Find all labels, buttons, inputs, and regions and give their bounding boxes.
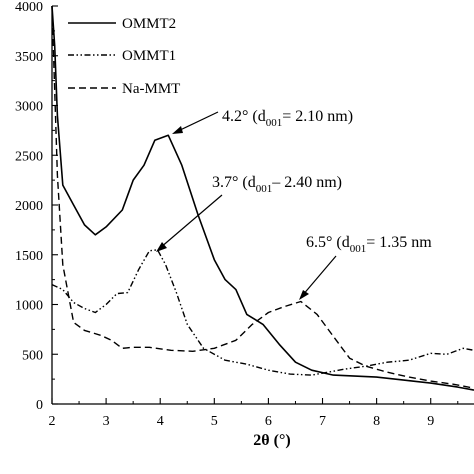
annotation-peak-ommt1: 3.7° (d001– 2.40 nm) — [212, 174, 342, 195]
annotation-peak-ommt1-sub: 001 — [256, 183, 273, 195]
annotation-peak-namt-sub: 001 — [350, 243, 367, 255]
x-tick-label: 2 — [49, 414, 56, 429]
x-tick-label: 7 — [319, 414, 326, 429]
y-tick-label: 2000 — [15, 199, 43, 214]
x-tick-label: 3 — [103, 414, 110, 429]
annotation-arrowhead-ommt2 — [172, 126, 183, 134]
legend-label-ommt2: OMMT2 — [122, 16, 176, 32]
annotation-peak-ommt2-sub: 001 — [266, 117, 283, 129]
series-line-ommt1 — [51, 249, 474, 376]
series-line-na-mmt — [51, 5, 474, 389]
x-tick-label: 9 — [427, 414, 434, 429]
y-tick-label: 3500 — [15, 50, 43, 65]
y-tick-label: 4000 — [15, 0, 43, 15]
legend-label-namt: Na-MMT — [122, 81, 180, 97]
annotations: 4.2° (d001= 2.10 nm) 3.7° (d001– 2.40 nm… — [156, 108, 432, 300]
annotation-arrow-ommt1 — [159, 194, 223, 249]
annotation-peak-ommt1-post: – 2.40 nm) — [271, 174, 342, 191]
x-tick-label: 5 — [211, 414, 218, 429]
legend-label-ommt1: OMMT1 — [122, 48, 176, 64]
x-tick-label: 8 — [373, 414, 380, 429]
annotation-arrowhead-ommt1 — [156, 242, 167, 252]
annotation-peak-ommt1-pre: 3.7° (d — [212, 174, 256, 191]
y-tick-label: 3000 — [15, 100, 43, 115]
axes: 0 500 1000 1500 2000 2500 3000 3500 4000 2 3 4 5 6 7 8 9 — [15, 0, 474, 429]
annotation-peak-ommt2-post: = 2.10 nm) — [282, 108, 353, 125]
annotation-peak-namt: 6.5° (d001= 1.35 nm — [306, 234, 432, 255]
annotation-peak-ommt2-pre: 4.2° (d — [222, 108, 266, 125]
series-layer — [51, 5, 474, 391]
legend: OMMT2 OMMT1 Na-MMT — [68, 16, 180, 97]
annotation-peak-ommt2: 4.2° (d001= 2.10 nm) — [222, 108, 353, 129]
annotation-arrowhead-namt — [299, 290, 309, 300]
series-line-ommt2 — [51, 5, 474, 391]
annotation-arrow-ommt2 — [175, 111, 219, 133]
annotation-peak-namt-pre: 6.5° (d — [306, 234, 350, 251]
annotation-arrow-namt — [301, 255, 337, 297]
y-tick-label: 2500 — [15, 149, 43, 164]
annotation-peak-namt-post: = 1.35 nm — [366, 234, 432, 251]
x-tick-label: 4 — [157, 414, 164, 429]
y-tick-label: 0 — [36, 398, 43, 413]
y-tick-label: 500 — [22, 348, 43, 363]
x-tick-label: 6 — [265, 414, 272, 429]
x-axis-label: 2θ (°) — [253, 432, 290, 449]
y-tick-label: 1500 — [15, 249, 43, 264]
y-tick-label: 1000 — [15, 299, 43, 314]
